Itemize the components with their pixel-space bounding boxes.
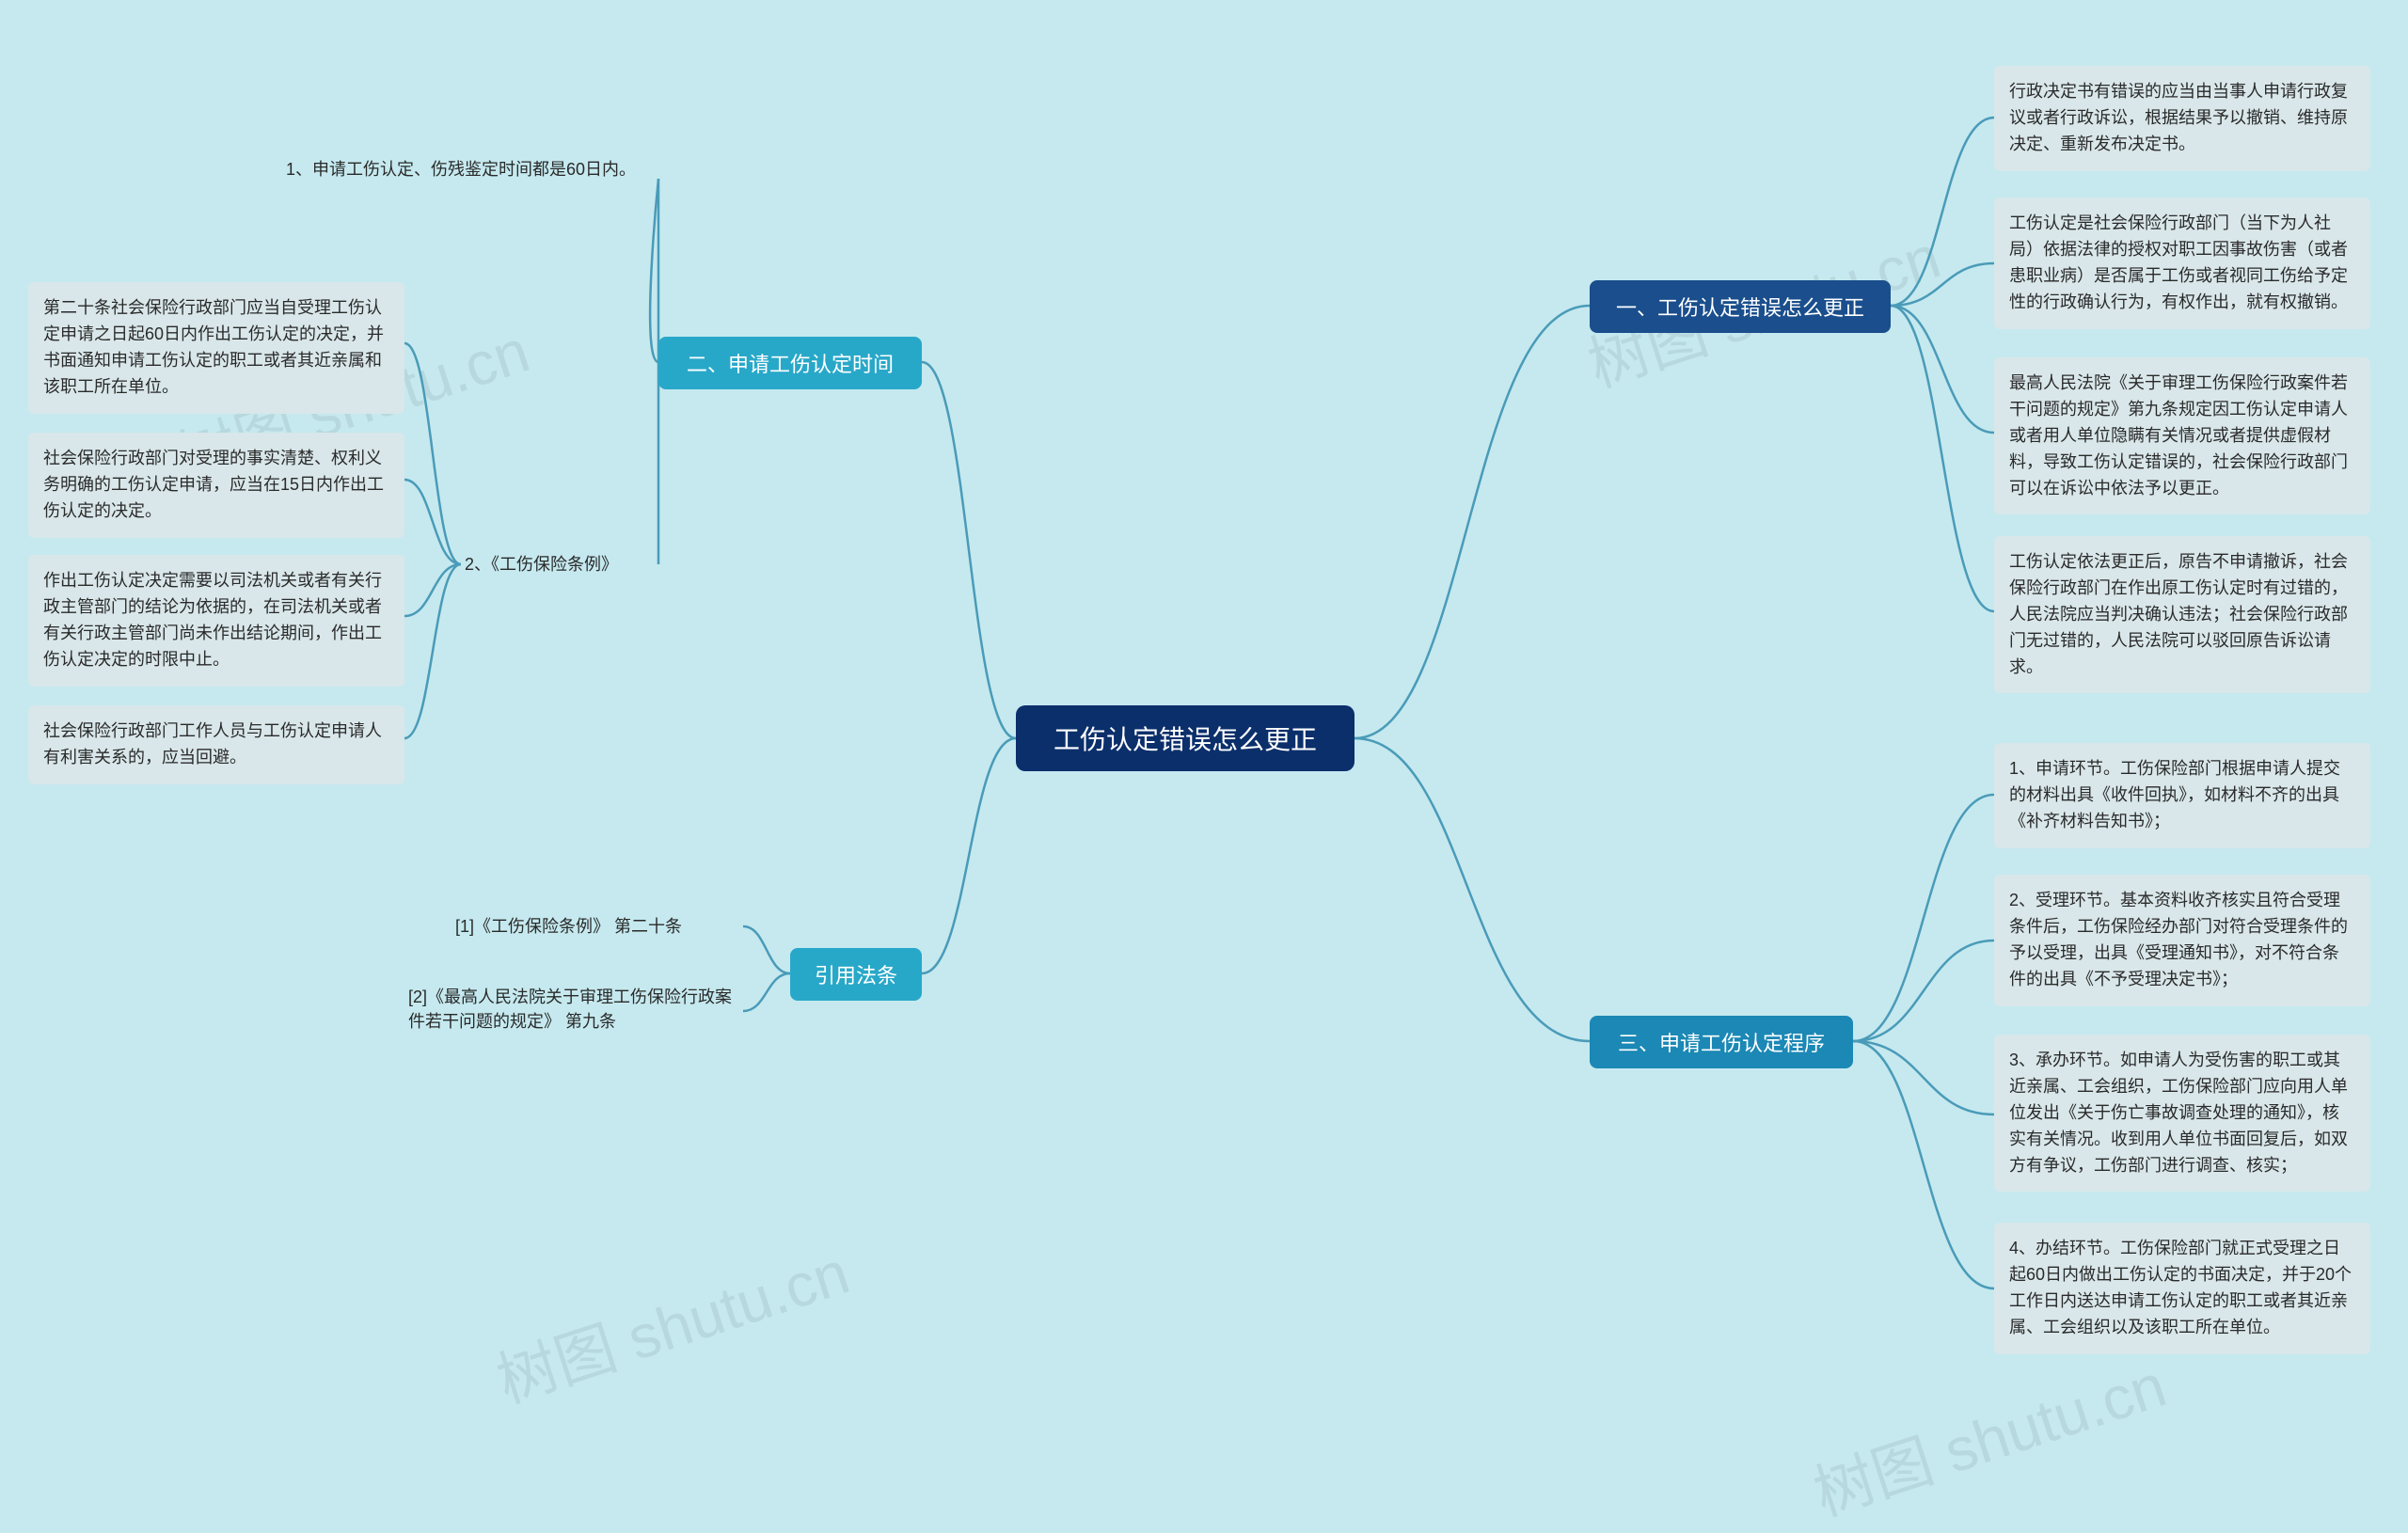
branch-correction[interactable]: 一、工伤认定错误怎么更正: [1590, 280, 1891, 333]
sub-node: 1、申请工伤认定、伤残鉴定时间都是60日内。: [282, 150, 658, 186]
leaf-node: 作出工伤认定决定需要以司法机关或者有关行政主管部门的结论为依据的，在司法机关或者…: [28, 555, 404, 687]
branch-procedure[interactable]: 三、申请工伤认定程序: [1590, 1016, 1853, 1068]
branch-references[interactable]: 引用法条: [790, 948, 922, 1001]
watermark: 树图 shutu.cn: [484, 1225, 858, 1419]
root-node[interactable]: 工伤认定错误怎么更正: [1016, 705, 1354, 771]
sub-node: 2、《工伤保险条例》: [461, 545, 658, 581]
leaf-node: 3、承办环节。如申请人为受伤害的职工或其近亲属、工会组织，工伤保险部门应向用人单…: [1994, 1035, 2370, 1192]
leaf-node: 2、受理环节。基本资料收齐核实且符合受理条件后，工伤保险经办部门对符合受理条件的…: [1994, 875, 2370, 1006]
leaf-node: 社会保险行政部门对受理的事实清楚、权利义务明确的工伤认定申请，应当在15日内作出…: [28, 433, 404, 538]
watermark: 树图 shutu.cn: [1801, 1337, 2175, 1532]
leaf-node: 行政决定书有错误的应当由当事人申请行政复议或者行政诉讼，根据结果予以撤销、维持原…: [1994, 66, 2370, 171]
leaf-node: 工伤认定是社会保险行政部门（当下为人社局）依据法律的授权对职工因事故伤害（或者患…: [1994, 198, 2370, 329]
leaf-node: 工伤认定依法更正后，原告不申请撤诉，社会保险行政部门在作出原工伤认定时有过错的，…: [1994, 536, 2370, 693]
ref-node: [1]《工伤保险条例》 第二十条: [452, 908, 743, 943]
leaf-node: 社会保险行政部门工作人员与工伤认定申请人有利害关系的，应当回避。: [28, 705, 404, 784]
ref-node: [2]《最高人民法院关于审理工伤保险行政案件若干问题的规定》 第九条: [404, 978, 743, 1038]
branch-timing[interactable]: 二、申请工伤认定时间: [658, 337, 922, 389]
leaf-node: 第二十条社会保险行政部门应当自受理工伤认定申请之日起60日内作出工伤认定的决定，…: [28, 282, 404, 414]
leaf-node: 最高人民法院《关于审理工伤保险行政案件若干问题的规定》第九条规定因工伤认定申请人…: [1994, 357, 2370, 514]
leaf-node: 4、办结环节。工伤保险部门就正式受理之日起60日内做出工伤认定的书面决定，并于2…: [1994, 1223, 2370, 1354]
leaf-node: 1、申请环节。工伤保险部门根据申请人提交的材料出具《收件回执》，如材料不齐的出具…: [1994, 743, 2370, 848]
